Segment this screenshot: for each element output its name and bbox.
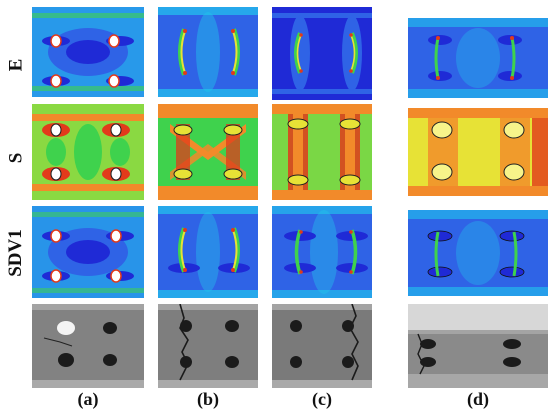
contour-e-b (158, 7, 258, 97)
contour-s-b (158, 104, 258, 200)
row-label-e: E (0, 30, 32, 100)
row-label-s: S (0, 118, 32, 198)
contour-e-a (32, 7, 144, 97)
row-label-e-text: E (5, 58, 26, 72)
row-label-sdv1-text: SDV1 (5, 229, 27, 277)
contour-s-d (408, 108, 548, 196)
contour-sdv1-c (272, 206, 372, 298)
contour-s-a (32, 104, 144, 200)
row-label-sdv1: SDV1 (0, 208, 32, 298)
contour-e-c (272, 7, 372, 100)
column-label-c: (c) (312, 389, 332, 409)
contour-sdv1-b (158, 206, 258, 298)
column-label-a: (a) (77, 389, 99, 409)
column-label-b: (b) (197, 389, 219, 409)
row-label-s-text: S (4, 152, 26, 164)
specimen-photo-a (32, 304, 144, 388)
specimen-photo-d (408, 304, 548, 388)
contour-sdv1-d (408, 210, 548, 296)
contour-sdv1-a (32, 206, 144, 298)
contour-e-d (408, 18, 548, 98)
specimen-photo-c (272, 304, 372, 388)
contour-s-c (272, 104, 372, 200)
column-label-d: (d) (467, 389, 489, 409)
specimen-photo-b (158, 304, 258, 388)
